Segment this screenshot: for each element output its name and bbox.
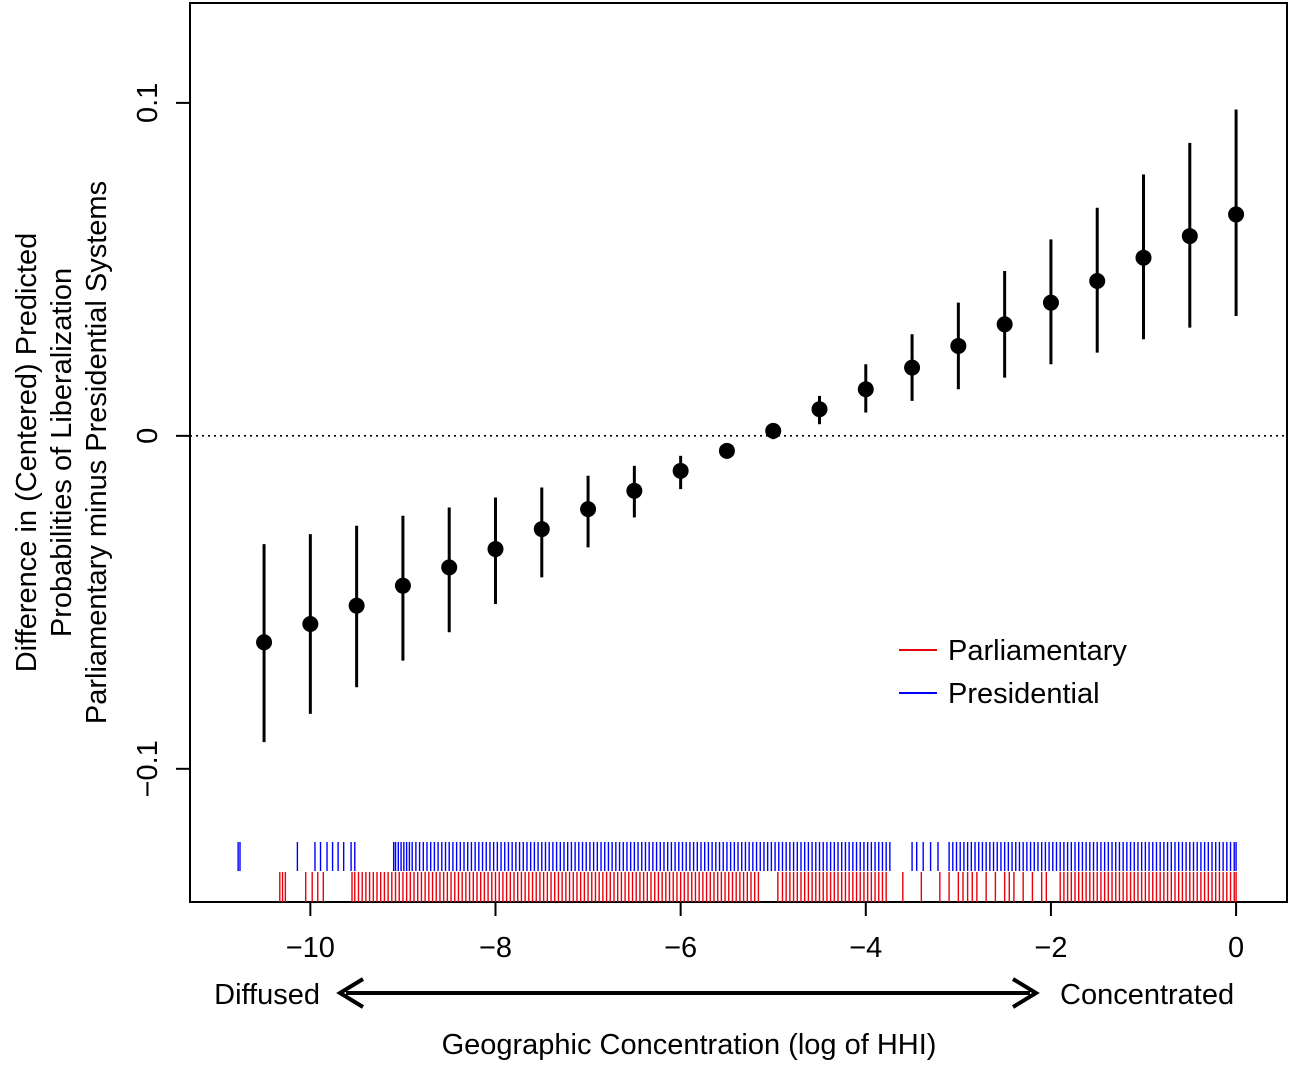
point-estimate [348,597,365,614]
legend-label-presidential: Presidential [948,678,1100,710]
point-estimate [256,634,273,651]
point-estimate [672,462,689,479]
point-estimate [718,442,735,459]
point-estimate [857,381,874,398]
point-estimate [1089,273,1106,290]
point-estimate [487,541,504,558]
direction-arrow-head-right [1011,977,1040,1009]
y-axis-title-line: Difference in (Centered) Predicted [11,233,43,673]
plot-frame [189,2,1288,903]
point-estimate [765,422,782,439]
point-estimate [1135,249,1152,266]
y-tick-label: 0 [132,428,164,444]
x-tick-label: −6 [664,932,697,964]
y-axis: −0.1 0 0.1 [132,83,191,797]
x-axis-title: Geographic Concentration (log of HHI) [442,1029,937,1061]
point-estimate [302,615,319,632]
point-estimate [626,482,643,499]
y-axis-title: Difference in (Centered) Predicted Probab… [11,181,113,724]
y-tick-label: −0.1 [132,740,164,797]
point-estimate [904,359,921,376]
point-estimate [1228,206,1245,223]
point-estimate [533,521,550,538]
point-estimate [580,501,597,518]
x-tick-label: −8 [479,932,512,964]
point-estimate [1181,228,1198,245]
direction-indicator: Diffused Concentrated [214,977,1234,1011]
x-tick-label: −2 [1034,932,1067,964]
point-estimate [996,316,1013,333]
x-axis: −10 −8 −6 −4 −2 0 [286,901,1244,964]
direction-arrow-head-left [336,977,365,1009]
direction-label-right: Concentrated [1060,979,1234,1011]
point-estimate [1042,294,1059,311]
x-tick-label: −4 [849,932,882,964]
direction-label-left: Diffused [214,979,320,1011]
point-estimate [394,577,411,594]
y-axis-title-line: Parliamentary minus Presidential Systems [81,181,113,724]
point-layer [256,206,1245,651]
y-axis-title-line: Probabilities of Liberalization [46,268,78,637]
point-estimate [811,401,828,418]
legend-label-parliamentary: Parliamentary [948,635,1127,667]
legend: Parliamentary Presidential [899,635,1127,710]
x-tick-label: −10 [286,932,335,964]
point-estimate [950,337,967,354]
y-tick-label: 0.1 [132,83,164,123]
rug-layer [237,842,1237,902]
x-tick-label: 0 [1228,932,1244,964]
point-estimate [441,559,458,576]
